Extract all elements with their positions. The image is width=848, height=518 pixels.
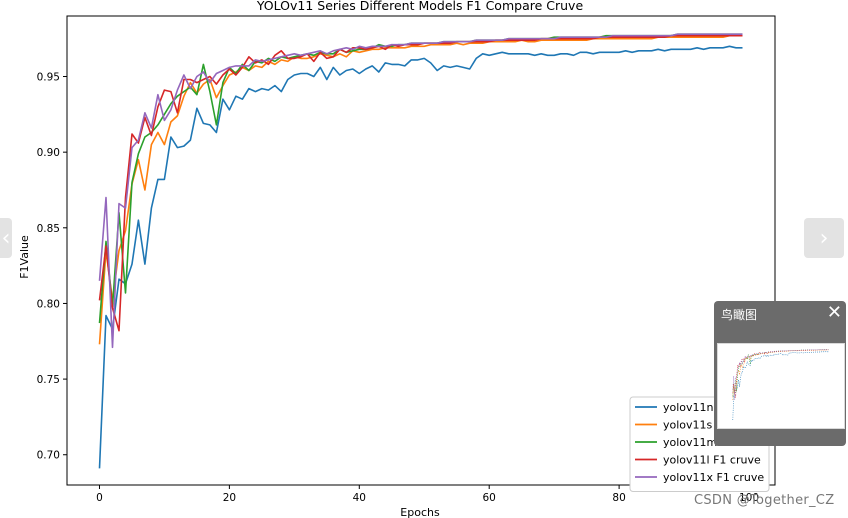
x-axis-label: Epochs — [400, 506, 440, 518]
thumb-line-yolov11x — [732, 349, 829, 401]
series-line-yolov11n — [98, 45, 743, 469]
overview-thumbnail[interactable] — [717, 343, 845, 429]
y-tick-label: 0.90 — [37, 147, 60, 159]
chevron-left-icon: ‹ — [1, 225, 11, 251]
chevron-right-icon: › — [819, 225, 829, 251]
series-line-yolov11s — [98, 34, 743, 345]
y-tick-label: 0.95 — [37, 72, 60, 84]
x-tick-label: 40 — [353, 492, 366, 504]
thumb-line-yolov11n — [732, 351, 829, 420]
legend-label: yolov11n — [663, 401, 714, 414]
y-tick-label: 0.80 — [37, 298, 60, 310]
plot-frame — [66, 15, 776, 486]
x-tick-label: 100 — [739, 492, 759, 504]
legend-label: yolov11l F1 cruve — [663, 454, 761, 467]
series-line-yolov11x — [98, 33, 743, 349]
y-tick-label: 0.85 — [37, 223, 60, 235]
x-tick-label: 0 — [96, 492, 103, 504]
thumbnail-lines — [732, 349, 829, 420]
overview-panel: 鸟瞰图 ✕ — [714, 301, 846, 446]
legend-label: yolov11s — [663, 419, 713, 432]
series-lines — [98, 33, 743, 469]
thumb-line-yolov11m — [732, 349, 829, 397]
x-tick-label: 20 — [223, 492, 236, 504]
thumb-line-yolov11s — [732, 349, 829, 400]
axes: 0 20 40 60 80 100 0.70 0.75 0.80 0.85 0.90 0.95 — [37, 15, 776, 504]
prev-image-button[interactable]: ‹ — [0, 218, 12, 258]
y-axis-label: F1Value — [18, 235, 31, 279]
y-tick-label: 0.70 — [37, 450, 60, 462]
watermark: CSDN @Together_CZ — [694, 493, 835, 508]
chart-title: YOLOv11 Series Different Models F1 Compa… — [256, 0, 584, 13]
overview-title: 鸟瞰图 — [721, 308, 758, 322]
next-image-button[interactable]: › — [804, 218, 844, 258]
x-tick-label: 60 — [483, 492, 496, 504]
x-tick-label: 80 — [612, 492, 625, 504]
legend-label: yolov11x F1 cruve — [663, 471, 764, 484]
close-icon[interactable]: ✕ — [826, 302, 842, 323]
y-tick-label: 0.75 — [37, 374, 60, 386]
